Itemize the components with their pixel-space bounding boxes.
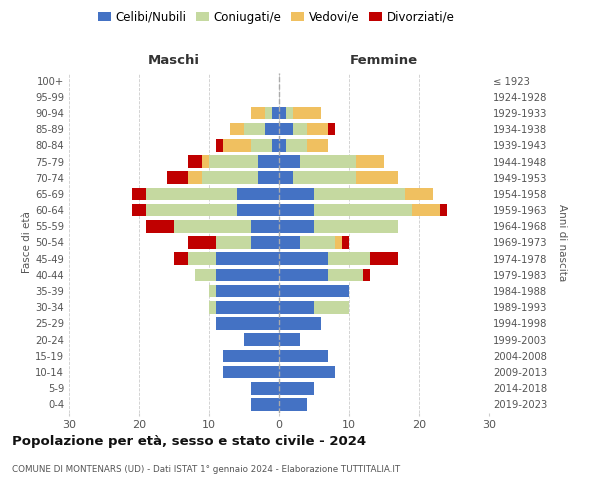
- Bar: [293, 106, 321, 120]
- Bar: [146, 188, 237, 200]
- Bar: [279, 123, 293, 136]
- Bar: [251, 382, 279, 394]
- Bar: [174, 220, 251, 232]
- Bar: [237, 204, 279, 216]
- Bar: [132, 188, 146, 200]
- Bar: [356, 155, 384, 168]
- Bar: [258, 155, 279, 168]
- Bar: [279, 350, 328, 362]
- Bar: [279, 366, 335, 378]
- Y-axis label: Fasce di età: Fasce di età: [22, 212, 32, 274]
- Bar: [279, 172, 293, 184]
- Bar: [202, 155, 209, 168]
- Bar: [251, 106, 265, 120]
- Bar: [223, 350, 279, 362]
- Bar: [216, 139, 223, 151]
- Bar: [237, 188, 279, 200]
- Bar: [328, 268, 363, 281]
- Bar: [244, 123, 265, 136]
- Text: Maschi: Maschi: [148, 54, 200, 68]
- Bar: [216, 285, 279, 298]
- Bar: [216, 317, 279, 330]
- Bar: [335, 236, 342, 249]
- Bar: [209, 155, 258, 168]
- Bar: [244, 334, 279, 346]
- Bar: [279, 285, 349, 298]
- Bar: [300, 236, 335, 249]
- Bar: [279, 204, 314, 216]
- Bar: [279, 398, 307, 410]
- Bar: [174, 252, 188, 265]
- Bar: [195, 268, 216, 281]
- Bar: [209, 285, 216, 298]
- Bar: [279, 106, 286, 120]
- Bar: [279, 334, 300, 346]
- Bar: [167, 172, 188, 184]
- Bar: [279, 236, 300, 249]
- Bar: [230, 123, 244, 136]
- Bar: [251, 236, 279, 249]
- Bar: [202, 172, 258, 184]
- Bar: [314, 220, 398, 232]
- Bar: [279, 317, 321, 330]
- Bar: [209, 301, 216, 314]
- Bar: [363, 268, 370, 281]
- Bar: [188, 252, 216, 265]
- Bar: [286, 139, 307, 151]
- Bar: [223, 366, 279, 378]
- Text: Femmine: Femmine: [350, 54, 418, 68]
- Bar: [188, 236, 216, 249]
- Bar: [279, 268, 328, 281]
- Text: COMUNE DI MONTENARS (UD) - Dati ISTAT 1° gennaio 2024 - Elaborazione TUTTITALIA.: COMUNE DI MONTENARS (UD) - Dati ISTAT 1°…: [12, 465, 400, 474]
- Bar: [258, 172, 279, 184]
- Bar: [405, 188, 433, 200]
- Bar: [216, 236, 251, 249]
- Bar: [279, 252, 328, 265]
- Bar: [307, 123, 328, 136]
- Bar: [188, 155, 202, 168]
- Bar: [272, 106, 279, 120]
- Bar: [328, 123, 335, 136]
- Bar: [146, 204, 237, 216]
- Bar: [314, 188, 405, 200]
- Bar: [272, 139, 279, 151]
- Bar: [223, 139, 251, 151]
- Legend: Celibi/Nubili, Coniugati/e, Vedovi/e, Divorziati/e: Celibi/Nubili, Coniugati/e, Vedovi/e, Di…: [93, 6, 459, 28]
- Bar: [412, 204, 440, 216]
- Bar: [216, 301, 279, 314]
- Text: Popolazione per età, sesso e stato civile - 2024: Popolazione per età, sesso e stato civil…: [12, 435, 366, 448]
- Bar: [293, 172, 356, 184]
- Bar: [188, 172, 202, 184]
- Bar: [251, 398, 279, 410]
- Bar: [216, 268, 279, 281]
- Bar: [314, 301, 349, 314]
- Bar: [440, 204, 447, 216]
- Bar: [279, 155, 300, 168]
- Bar: [279, 139, 286, 151]
- Bar: [279, 220, 314, 232]
- Bar: [300, 155, 356, 168]
- Bar: [286, 106, 293, 120]
- Bar: [307, 139, 328, 151]
- Bar: [251, 220, 279, 232]
- Bar: [356, 172, 398, 184]
- Bar: [370, 252, 398, 265]
- Bar: [314, 204, 412, 216]
- Bar: [251, 139, 272, 151]
- Bar: [293, 123, 307, 136]
- Bar: [279, 188, 314, 200]
- Bar: [328, 252, 370, 265]
- Bar: [279, 382, 314, 394]
- Bar: [216, 252, 279, 265]
- Bar: [132, 204, 146, 216]
- Bar: [279, 301, 314, 314]
- Bar: [265, 106, 272, 120]
- Bar: [146, 220, 174, 232]
- Bar: [342, 236, 349, 249]
- Y-axis label: Anni di nascita: Anni di nascita: [557, 204, 567, 281]
- Bar: [265, 123, 279, 136]
